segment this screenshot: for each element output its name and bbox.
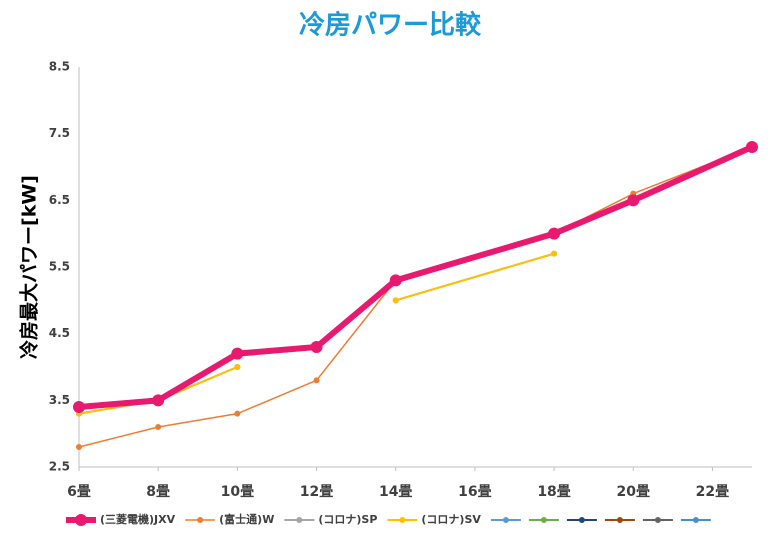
y-tick-label: 2.5 xyxy=(49,460,70,474)
x-tick-label: 10畳 xyxy=(221,484,254,500)
y-tick-label: 3.5 xyxy=(49,393,70,407)
chart-title: 冷房パワー比較 xyxy=(299,10,482,41)
point xyxy=(548,227,561,240)
legend-marker xyxy=(578,517,585,523)
y-tick-label: 8.5 xyxy=(49,60,70,74)
point xyxy=(313,377,320,384)
y-tick-label: 7.5 xyxy=(49,126,70,140)
point xyxy=(152,394,165,407)
legend-marker xyxy=(654,517,661,523)
legend-marker xyxy=(75,514,87,526)
point xyxy=(627,194,640,207)
y-axis-label: 冷房最大パワー[kW] xyxy=(18,175,41,359)
legend-label: (富士通)W xyxy=(219,512,274,526)
x-tick-label: 20畳 xyxy=(616,484,649,500)
series-line xyxy=(78,146,753,448)
point xyxy=(746,141,758,153)
legend-marker xyxy=(399,517,406,523)
x-tick-label: 12畳 xyxy=(300,484,333,500)
legend-label: (三菱電機)JXV xyxy=(100,512,176,526)
x-tick-label: 22畳 xyxy=(696,484,729,500)
point xyxy=(551,250,558,257)
point xyxy=(76,444,82,450)
point xyxy=(234,410,241,417)
x-tick-label: 8畳 xyxy=(146,484,170,500)
x-tick-label: 14畳 xyxy=(379,484,412,500)
series-line xyxy=(395,252,555,302)
legend-marker xyxy=(296,517,303,523)
point xyxy=(234,364,241,370)
x-tick-label: 6畳 xyxy=(67,484,91,500)
legend-marker xyxy=(616,517,623,523)
x-tick-label: 18畳 xyxy=(537,484,570,500)
point xyxy=(73,401,85,413)
x-tick-label: 16畳 xyxy=(458,484,491,500)
y-tick-label: 5.5 xyxy=(49,260,70,274)
legend-marker xyxy=(502,517,509,523)
y-tick-label: 6.5 xyxy=(49,193,70,207)
point xyxy=(231,347,244,360)
point xyxy=(155,424,162,430)
legend-marker xyxy=(540,517,547,523)
legend-label: (コロナ)SP xyxy=(318,513,377,526)
legend-marker xyxy=(197,517,204,523)
point xyxy=(392,297,399,304)
series-line xyxy=(78,144,754,410)
legend-marker xyxy=(692,517,699,523)
point xyxy=(389,274,402,287)
legend-label: (コロナ)SV xyxy=(421,513,481,526)
point xyxy=(310,341,323,353)
y-tick-label: 4.5 xyxy=(49,326,70,340)
